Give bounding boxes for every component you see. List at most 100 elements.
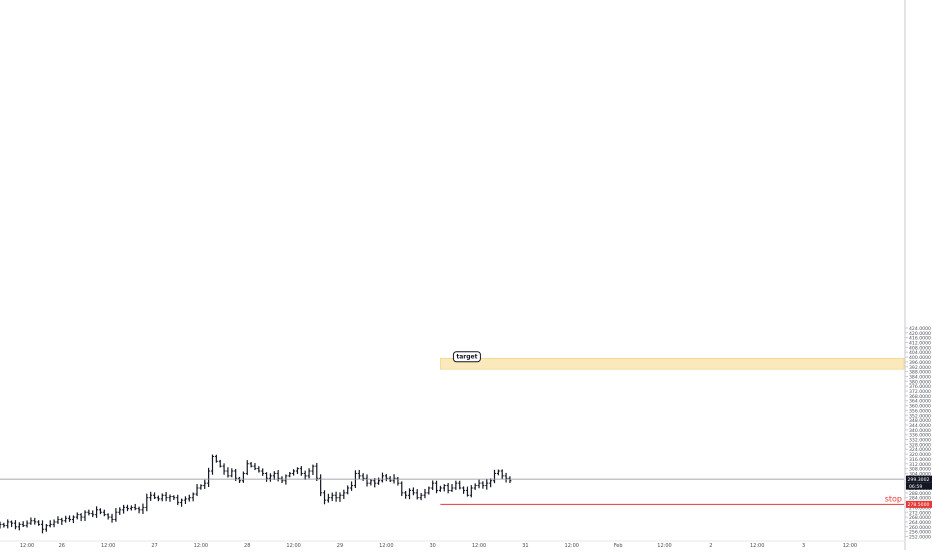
price-tick-label: 336.0000	[909, 433, 931, 439]
ohlc-bar	[95, 506, 99, 518]
ohlc-bar	[292, 469, 296, 476]
ohlc-bar	[145, 493, 149, 512]
ohlc-bar	[71, 515, 75, 524]
ohlc-bar	[106, 513, 110, 520]
ohlc-bar	[419, 493, 423, 501]
ohlc-bar	[133, 503, 137, 511]
ohlc-bar	[29, 517, 33, 525]
time-axis-ticks: 12:00 26 12:00 27 12:00 28 12:00 29 12:00 30 12:00…	[20, 543, 857, 549]
ohlc-bar	[462, 486, 466, 494]
ohlc-bar	[98, 508, 102, 515]
ohlc-bar	[369, 479, 373, 486]
price-tick-label: 384.0000	[909, 374, 931, 380]
price-tick-label: 348.0000	[909, 418, 931, 424]
price-axis-ticks: 252.0000256.0000260.0000264.0000268.0000…	[905, 326, 931, 541]
ohlc-bar	[210, 454, 214, 475]
ohlc-bar	[48, 520, 52, 528]
ohlc-bar	[465, 486, 469, 497]
ohlc-bar	[37, 520, 41, 526]
target-zone-rect[interactable]	[440, 357, 905, 370]
ohlc-bar	[450, 484, 454, 492]
ohlc-bar	[272, 471, 276, 480]
ohlc-bar	[446, 482, 450, 494]
ohlc-bar	[338, 492, 342, 502]
ohlc-bar	[500, 469, 504, 480]
time-axis[interactable]: 12:00 26 12:00 27 12:00 28 12:00 29 12:00 30 12:00…	[0, 540, 905, 549]
ohlc-bar	[492, 469, 496, 484]
ohlc-bar	[365, 474, 369, 487]
ohlc-bar	[122, 504, 126, 514]
ohlc-bar	[79, 513, 83, 522]
ohlc-bar	[199, 484, 203, 490]
time-tick-label: 3	[802, 543, 805, 549]
ohlc-bar	[191, 492, 195, 502]
time-tick-label: 12:00	[657, 543, 671, 549]
price-tick-label: 356.0000	[909, 408, 931, 414]
price-tick-label: 372.0000	[909, 389, 931, 395]
ohlc-bar	[13, 520, 17, 530]
ohlc-bar	[438, 485, 442, 492]
target-label-box[interactable]	[452, 351, 481, 363]
ohlc-bar	[238, 476, 242, 484]
ohlc-bar	[156, 495, 160, 502]
price-tick-label: 264.0000	[909, 520, 931, 526]
ohlc-bar	[125, 504, 129, 512]
price-tick-label: 392.0000	[909, 365, 931, 371]
ohlc-bar	[110, 513, 114, 523]
ohlc-bar	[427, 486, 431, 495]
ohlc-bar	[64, 515, 68, 523]
time-tick-label: 28	[244, 543, 250, 549]
price-tick-label: 252.0000	[909, 535, 931, 541]
ohlc-bar	[377, 477, 381, 485]
ohlc-bar	[496, 469, 500, 476]
price-tick-label: 312.0000	[909, 462, 931, 468]
last-price-badge	[906, 475, 932, 483]
ohlc-bar	[249, 462, 253, 468]
ohlc-bar	[56, 516, 60, 525]
price-tick-label: 324.0000	[909, 447, 931, 453]
ohlc-bar	[203, 479, 207, 489]
ohlc-bar	[180, 498, 184, 507]
ohlc-bar	[241, 471, 245, 483]
ohlc-bar	[384, 474, 388, 482]
ohlc-bar	[253, 463, 257, 471]
ohlc-bar	[2, 522, 6, 528]
ohlc-bar	[10, 520, 14, 528]
ohlc-bar	[504, 472, 508, 483]
ohlc-bar	[149, 491, 153, 501]
time-tick-label: Feb	[614, 543, 623, 549]
ohlc-bar	[442, 484, 446, 492]
ohlc-bar	[330, 492, 334, 502]
price-tick-label: 404.0000	[909, 350, 931, 356]
price-tick-label: 360.0000	[909, 404, 931, 410]
ohlc-bar	[396, 476, 400, 486]
time-tick-label: 29	[337, 543, 343, 549]
ohlc-bar	[295, 467, 299, 475]
ohlc-bar	[489, 478, 493, 488]
ohlc-bar	[164, 491, 168, 502]
price-axis[interactable]: 252.0000256.0000260.0000264.0000268.0000…	[904, 0, 932, 550]
price-tick-label: 420.0000	[909, 331, 931, 337]
ohlc-bar	[87, 509, 91, 516]
stop-line-group[interactable]: stop	[440, 494, 904, 505]
ohlc-bar	[17, 522, 21, 531]
price-tick-label: 332.0000	[909, 438, 931, 444]
ohlc-bar	[68, 515, 72, 522]
ohlc-bar	[408, 488, 412, 500]
ohlc-bar	[280, 476, 284, 484]
ohlc-bar	[207, 467, 211, 487]
target-zone[interactable]: target	[440, 351, 905, 370]
price-tick-label: 340.0000	[909, 428, 931, 434]
ohlc-bar	[226, 467, 230, 478]
ohlc-bar	[141, 503, 145, 514]
price-tick-label: 376.0000	[909, 384, 931, 390]
ohlc-bar	[230, 468, 234, 478]
time-tick-label: 12:00	[843, 543, 857, 549]
countdown-badge	[906, 482, 932, 490]
ohlc-bar	[380, 472, 384, 483]
ohlc-bar	[357, 469, 361, 480]
ohlc-bar	[153, 492, 157, 499]
ohlc-bar	[350, 481, 354, 491]
